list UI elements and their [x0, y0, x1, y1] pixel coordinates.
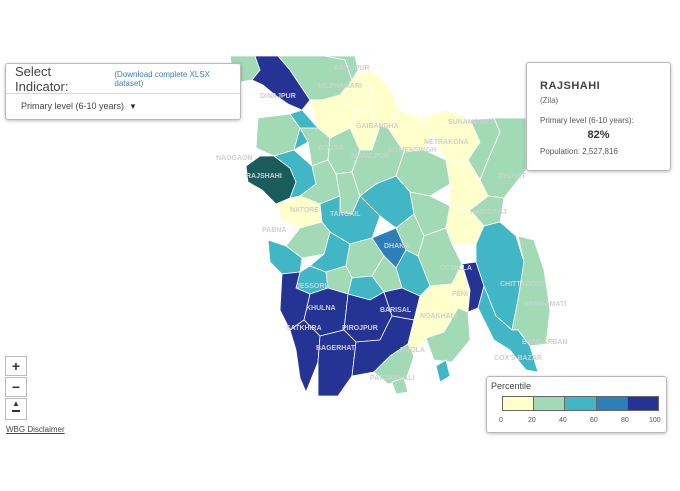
- legend-tick: 60: [590, 417, 598, 424]
- basemap-label: NETRAKONA: [424, 139, 469, 146]
- basemap-label: BARISAL: [380, 307, 412, 314]
- basemap-label: GAIBANDHA: [356, 123, 399, 130]
- legend-swatch: [503, 397, 535, 410]
- district[interactable]: [289, 319, 321, 394]
- wbg-disclaimer-link[interactable]: WBG Disclaimer: [6, 425, 65, 434]
- legend-swatch: [534, 397, 566, 410]
- basemap-label: CHITTAGONG: [500, 281, 547, 288]
- district[interactable]: [317, 329, 357, 397]
- district[interactable]: [477, 284, 539, 373]
- island[interactable]: [391, 377, 409, 395]
- basemap-label: TANGAIL: [330, 211, 361, 218]
- basemap-label: DINAJPUR: [260, 93, 296, 100]
- minus-icon[interactable]: −: [11, 379, 21, 395]
- legend-panel: Percentile 0 20 40 60 80 100: [486, 376, 667, 433]
- island[interactable]: [435, 359, 451, 383]
- legend-tick: 40: [559, 417, 567, 424]
- district[interactable]: [255, 113, 301, 157]
- region-name: RAJSHAHI: [540, 80, 601, 92]
- dropdown-caret-icon[interactable]: ▼: [129, 101, 137, 111]
- indicator-panel: Select Indicator: (Download complete XLS…: [5, 63, 241, 120]
- basemap-label: COMILLA: [440, 265, 472, 272]
- indicator-selected-value[interactable]: Primary level (6-10 years): [21, 101, 125, 111]
- basemap-label: SATKHIRA: [286, 325, 322, 332]
- district[interactable]: [425, 307, 471, 363]
- legend-tick: 80: [621, 417, 629, 424]
- basemap-label: NATORE: [290, 207, 319, 214]
- basemap-label: MYMENSINGH: [388, 147, 436, 154]
- zoom-out-button[interactable]: −: [5, 377, 27, 397]
- basemap-labels: RANGPUR DINAJPUR NILPHAMARI GAIBANDHA NA…: [216, 65, 568, 382]
- region-population: Population: 2,527,816: [540, 147, 618, 156]
- basemap-label: BAGERHAT: [316, 345, 356, 352]
- region-info-panel: RAJSHAHI (Zila) Primary level (6-10 year…: [526, 62, 671, 171]
- legend-title: Percentile: [491, 381, 532, 391]
- legend-tick: 0: [499, 417, 503, 424]
- basemap-label: FENI: [452, 291, 468, 298]
- basemap-label: PATUAKHALI: [370, 375, 415, 382]
- basemap-label: KHULNA: [306, 305, 336, 312]
- reset-arrow-icon[interactable]: ▲: [12, 399, 20, 408]
- reset-bar-icon[interactable]: [12, 410, 20, 412]
- region-indicator-value: 82%: [587, 129, 610, 141]
- basemap-label: COX'S BAZAR: [494, 355, 542, 362]
- basemap-label: PABNA: [262, 227, 286, 234]
- basemap-label: DHAKA: [384, 243, 409, 250]
- indicator-select[interactable]: Primary level (6-10 years) ▼: [6, 94, 240, 111]
- district-regions[interactable]: [229, 55, 551, 397]
- basemap-label: RAJSHAHI: [246, 173, 282, 180]
- basemap-label: JAMALPUR: [350, 153, 389, 160]
- legend-tick: 20: [528, 417, 536, 424]
- basemap-label: JESSORE: [296, 283, 329, 290]
- basemap-label: NAOGAON: [216, 155, 253, 162]
- legend-tick: 100: [649, 417, 661, 424]
- basemap-label: HABIGANJ: [470, 209, 507, 216]
- basemap-label: SUNAMGANJ: [448, 119, 493, 126]
- basemap-label: NILPHAMARI: [318, 83, 362, 90]
- region-type: (Zila): [540, 96, 559, 105]
- indicator-header: Select Indicator: (Download complete XLS…: [6, 64, 240, 94]
- basemap-label: BANDARBAN: [522, 339, 568, 346]
- download-dataset-link[interactable]: (Download complete XLSX dataset): [114, 69, 210, 88]
- reset-view-button[interactable]: ▲: [5, 398, 27, 420]
- basemap-label: PIROJPUR: [342, 325, 378, 332]
- district[interactable]: [324, 55, 359, 81]
- basemap-label: RANGAMATI: [524, 301, 566, 308]
- zoom-in-button[interactable]: +: [5, 356, 27, 376]
- legend-swatch: [596, 397, 628, 410]
- legend-color-bar: [502, 396, 659, 411]
- basemap-label: BOGRA: [318, 145, 344, 152]
- region-indicator-label: Primary level (6-10 years):: [540, 116, 634, 125]
- basemap-label: BHOLA: [400, 347, 425, 354]
- basemap-label: RANGPUR: [334, 65, 369, 72]
- basemap-label: SYLHET: [498, 173, 526, 180]
- legend-swatch: [565, 397, 597, 410]
- legend-swatch: [627, 397, 659, 410]
- indicator-title: Select Indicator:: [15, 63, 69, 94]
- plus-icon[interactable]: +: [11, 358, 21, 374]
- basemap-label: NOAKHALI: [420, 313, 457, 320]
